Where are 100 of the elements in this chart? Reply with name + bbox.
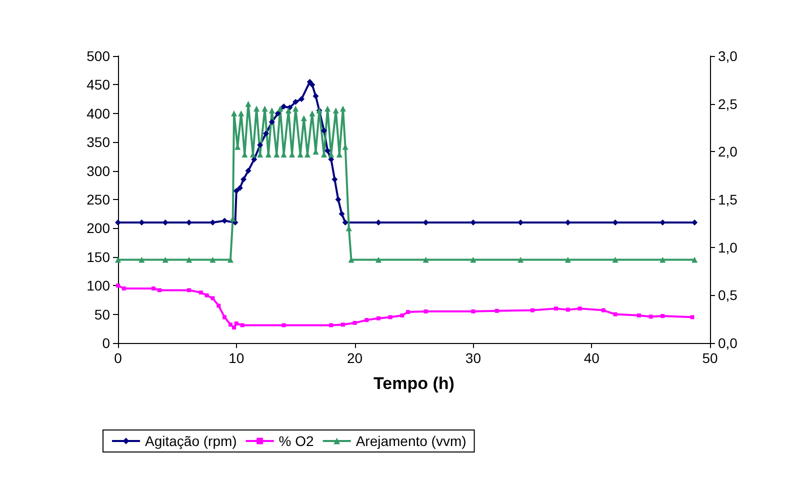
point bbox=[157, 288, 162, 292]
point bbox=[222, 315, 227, 320]
y2-tick-label: 1,0 bbox=[718, 239, 738, 256]
point bbox=[471, 309, 476, 314]
point bbox=[298, 96, 305, 102]
point bbox=[324, 106, 331, 112]
point bbox=[240, 176, 247, 182]
point bbox=[692, 256, 698, 263]
point bbox=[422, 256, 429, 263]
point bbox=[122, 286, 126, 290]
point bbox=[338, 210, 345, 217]
x-tick-label: 30 bbox=[465, 350, 482, 366]
y2-tick-label: 0,5 bbox=[718, 287, 738, 304]
point bbox=[332, 108, 339, 114]
point bbox=[245, 168, 252, 174]
point bbox=[494, 308, 499, 313]
y-tick-label: 350 bbox=[86, 134, 110, 150]
point bbox=[648, 314, 653, 319]
x-axis-title: Tempo (h) bbox=[374, 374, 454, 393]
x-tick-label: 50 bbox=[702, 350, 718, 366]
point bbox=[216, 304, 221, 308]
point bbox=[292, 98, 299, 105]
point bbox=[292, 106, 299, 112]
point bbox=[277, 106, 284, 112]
point bbox=[198, 290, 203, 294]
point bbox=[263, 130, 269, 136]
point bbox=[400, 313, 404, 318]
point bbox=[312, 93, 319, 100]
point bbox=[233, 188, 240, 194]
point bbox=[115, 256, 121, 263]
point bbox=[376, 316, 380, 320]
point bbox=[332, 176, 338, 182]
point bbox=[300, 115, 307, 122]
point bbox=[406, 310, 410, 314]
point bbox=[564, 256, 571, 263]
point bbox=[240, 323, 244, 328]
point bbox=[690, 315, 694, 320]
point bbox=[236, 185, 243, 192]
point bbox=[329, 323, 334, 328]
point bbox=[578, 306, 582, 311]
y-tick-label: 250 bbox=[86, 192, 110, 208]
point bbox=[231, 110, 238, 116]
x-tick-label: 20 bbox=[347, 350, 363, 366]
point bbox=[554, 306, 558, 311]
y-tick-label: 450 bbox=[86, 76, 110, 93]
point bbox=[352, 320, 357, 325]
point bbox=[424, 309, 428, 314]
point bbox=[335, 196, 342, 202]
point bbox=[187, 288, 192, 292]
point bbox=[222, 218, 228, 224]
y-tick-label: 50 bbox=[94, 306, 110, 322]
point bbox=[238, 110, 244, 116]
point bbox=[210, 296, 215, 300]
point bbox=[257, 142, 264, 148]
y-tick-label: 150 bbox=[86, 248, 110, 265]
point bbox=[309, 110, 316, 116]
point bbox=[282, 323, 286, 328]
point bbox=[162, 256, 168, 263]
point bbox=[268, 119, 275, 126]
point bbox=[636, 313, 641, 318]
y-tick-label: 0 bbox=[102, 335, 110, 351]
point bbox=[186, 256, 192, 263]
point bbox=[152, 286, 156, 290]
y-tick-label: 400 bbox=[86, 105, 110, 122]
y2-tick-label: 2,0 bbox=[718, 144, 738, 160]
point bbox=[321, 128, 328, 134]
point bbox=[660, 256, 666, 263]
point bbox=[280, 104, 287, 110]
point bbox=[234, 321, 238, 326]
point bbox=[660, 314, 665, 318]
x-tick-label: 0 bbox=[114, 350, 122, 366]
point bbox=[204, 293, 209, 298]
point bbox=[138, 256, 145, 263]
y2-tick-label: 1,5 bbox=[718, 192, 738, 208]
point bbox=[228, 322, 232, 327]
point bbox=[340, 322, 345, 327]
legend-label: Agitação (rpm) bbox=[145, 433, 237, 449]
point bbox=[375, 256, 382, 263]
point bbox=[254, 106, 260, 112]
point bbox=[324, 148, 331, 154]
x-tick-label: 10 bbox=[228, 350, 244, 366]
y2-tick-label: 0,0 bbox=[718, 335, 738, 351]
legend-label: % O2 bbox=[278, 433, 314, 449]
point bbox=[262, 106, 268, 112]
point bbox=[309, 82, 316, 88]
point bbox=[232, 326, 236, 330]
point bbox=[245, 100, 252, 107]
point bbox=[268, 108, 275, 114]
point bbox=[518, 256, 524, 263]
point bbox=[613, 312, 618, 316]
point bbox=[274, 110, 281, 116]
point bbox=[340, 106, 346, 112]
point bbox=[530, 308, 534, 312]
point bbox=[210, 256, 216, 263]
point bbox=[601, 308, 606, 312]
y-tick-label: 300 bbox=[86, 162, 110, 179]
point bbox=[612, 256, 618, 263]
y-tick-label: 500 bbox=[86, 48, 110, 64]
point bbox=[342, 219, 348, 226]
y-tick-label: 200 bbox=[86, 220, 110, 236]
